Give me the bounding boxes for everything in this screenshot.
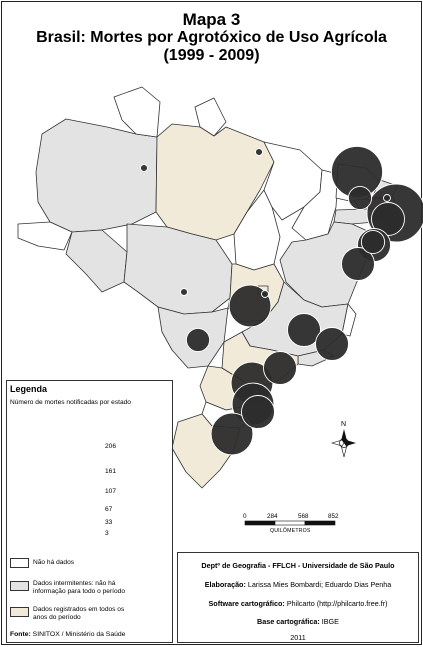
scale-tick-568: 568 xyxy=(298,513,309,520)
legend-label-intermittent: Dados intermitentes: não há informação p… xyxy=(33,580,126,595)
north-arrow-tip-icon xyxy=(341,429,347,443)
credits-panel: Deptº de Geografia - FFLCH - Universidad… xyxy=(177,552,419,643)
circle-rj xyxy=(263,351,297,385)
legend-value-206: 206 xyxy=(105,443,117,450)
scale-bar xyxy=(244,520,336,526)
circle-ro xyxy=(180,288,188,296)
title-line-2: Brasil: Mortes por Agrotóxico de Uso Agr… xyxy=(36,29,387,46)
state-RR xyxy=(113,86,161,138)
legend-label-no-data: Não há dados xyxy=(33,559,75,566)
scale-segment-3 xyxy=(304,520,336,526)
legend-panel: Legenda Número de mortes notificadas por… xyxy=(6,380,173,643)
circle-rn xyxy=(383,194,391,202)
state-AC xyxy=(17,221,73,251)
scale-unit: QUILÔMETROS xyxy=(270,528,311,534)
state-AP xyxy=(194,97,227,137)
legend-value-3: 3 xyxy=(105,530,109,537)
scale-tick-284: 284 xyxy=(267,513,278,520)
north-arrow xyxy=(330,429,356,458)
state-ES xyxy=(341,303,357,337)
circle-df xyxy=(261,290,269,298)
legend-title: Legenda xyxy=(10,384,48,394)
credits-software-text: Philcarto (http://philcarto.free.fr) xyxy=(286,599,388,608)
credits-elaboration-text: Larissa Mies Bombardi; Eduardo Dias Penh… xyxy=(247,580,392,589)
circle-rs xyxy=(210,412,254,456)
north-label: N xyxy=(341,421,347,428)
scale-tick-0: 0 xyxy=(243,513,247,520)
legend-swatch-intermittent xyxy=(10,581,29,591)
credits-year: 2011 xyxy=(290,633,306,642)
title-line-3: (1999 - 2009) xyxy=(163,47,260,64)
circle-pa xyxy=(255,148,263,156)
legend-value-67: 67 xyxy=(105,506,113,513)
legend-subtitle: Número de mortes notificadas por estado xyxy=(10,399,131,406)
credits-elaboration-label: Elaboração: xyxy=(204,580,246,589)
legend-swatch-complete xyxy=(10,607,29,617)
credits-basemap-text: IBGE xyxy=(321,617,339,626)
circle-mg xyxy=(287,313,321,347)
scale-segment-2 xyxy=(274,520,306,526)
state-RO xyxy=(65,229,128,293)
legend-label-complete: Dados registrados em todos os anos do pe… xyxy=(33,606,125,621)
circle-am xyxy=(140,164,148,172)
title-line-1: Mapa 3 xyxy=(182,10,241,29)
circle-ms xyxy=(185,327,211,353)
state-MA xyxy=(263,141,323,221)
credits-basemap-label: Base cartográfica: xyxy=(257,617,320,626)
circle-pi xyxy=(347,185,373,211)
state-AM xyxy=(35,118,158,233)
credits-department: Deptº de Geografia - FFLCH - Universidad… xyxy=(201,561,395,570)
circle-go xyxy=(228,284,272,328)
circle-sc xyxy=(241,395,275,429)
legend-value-33: 33 xyxy=(105,519,113,526)
source-text: SINITOX / Ministério da Saúde xyxy=(32,631,126,638)
circle-se xyxy=(360,229,386,255)
source-label: Fonte: xyxy=(10,631,31,638)
legend-source: Fonte: SINITOX / Ministério da Saúde xyxy=(10,631,125,638)
legend-value-107: 107 xyxy=(105,488,117,495)
scale-segment-1 xyxy=(244,520,276,526)
circle-ba xyxy=(341,247,375,281)
legend-value-161: 161 xyxy=(105,468,117,475)
scale-tick-852: 852 xyxy=(328,513,339,520)
credits-software-label: Software cartográfico: xyxy=(208,599,285,608)
legend-swatch-no-data xyxy=(10,558,29,568)
map-title: Mapa 3 Brasil: Mortes por Agrotóxico de … xyxy=(2,10,421,65)
circle-es xyxy=(315,327,349,361)
